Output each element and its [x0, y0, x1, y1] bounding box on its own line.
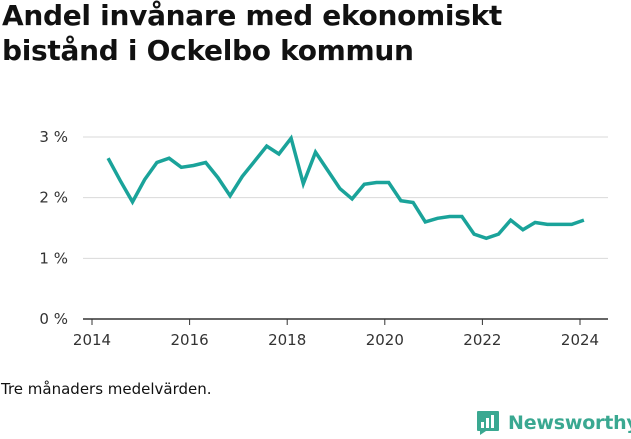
y-tick-label: 2 % — [39, 189, 68, 207]
title-line-1: Andel invånare med ekonomiskt — [2, 0, 503, 32]
x-tick-label: 2014 — [73, 331, 111, 349]
title-line-2: bistånd i Ockelbo kommun — [2, 34, 414, 67]
grid — [83, 136, 608, 320]
footnote: Tre månaders medelvärden. — [1, 380, 212, 398]
x-tick-label: 2024 — [561, 331, 599, 349]
x-tick-label: 2020 — [366, 331, 404, 349]
series-group — [106, 134, 585, 241]
brand-logo: Newsworthy — [476, 407, 631, 439]
y-tick-label: 1 % — [39, 249, 68, 267]
y-tick-label: 3 % — [39, 128, 68, 146]
series-line — [106, 134, 585, 241]
x-tick-label: 2018 — [268, 331, 306, 349]
x-tick-label: 2016 — [171, 331, 209, 349]
brand-name: Newsworthy — [508, 412, 631, 434]
x-tick-label: 2022 — [463, 331, 501, 349]
x-axis: 2014 2016 2018 2020 2022 2024 — [73, 319, 599, 349]
y-axis: 0 % 1 % 2 % 3 % — [39, 128, 68, 328]
bar-chart-logo-icon — [477, 411, 499, 435]
chart-title: Andel invånare med ekonomiskt bistånd i … — [2, 0, 622, 68]
y-tick-label: 0 % — [39, 310, 68, 328]
